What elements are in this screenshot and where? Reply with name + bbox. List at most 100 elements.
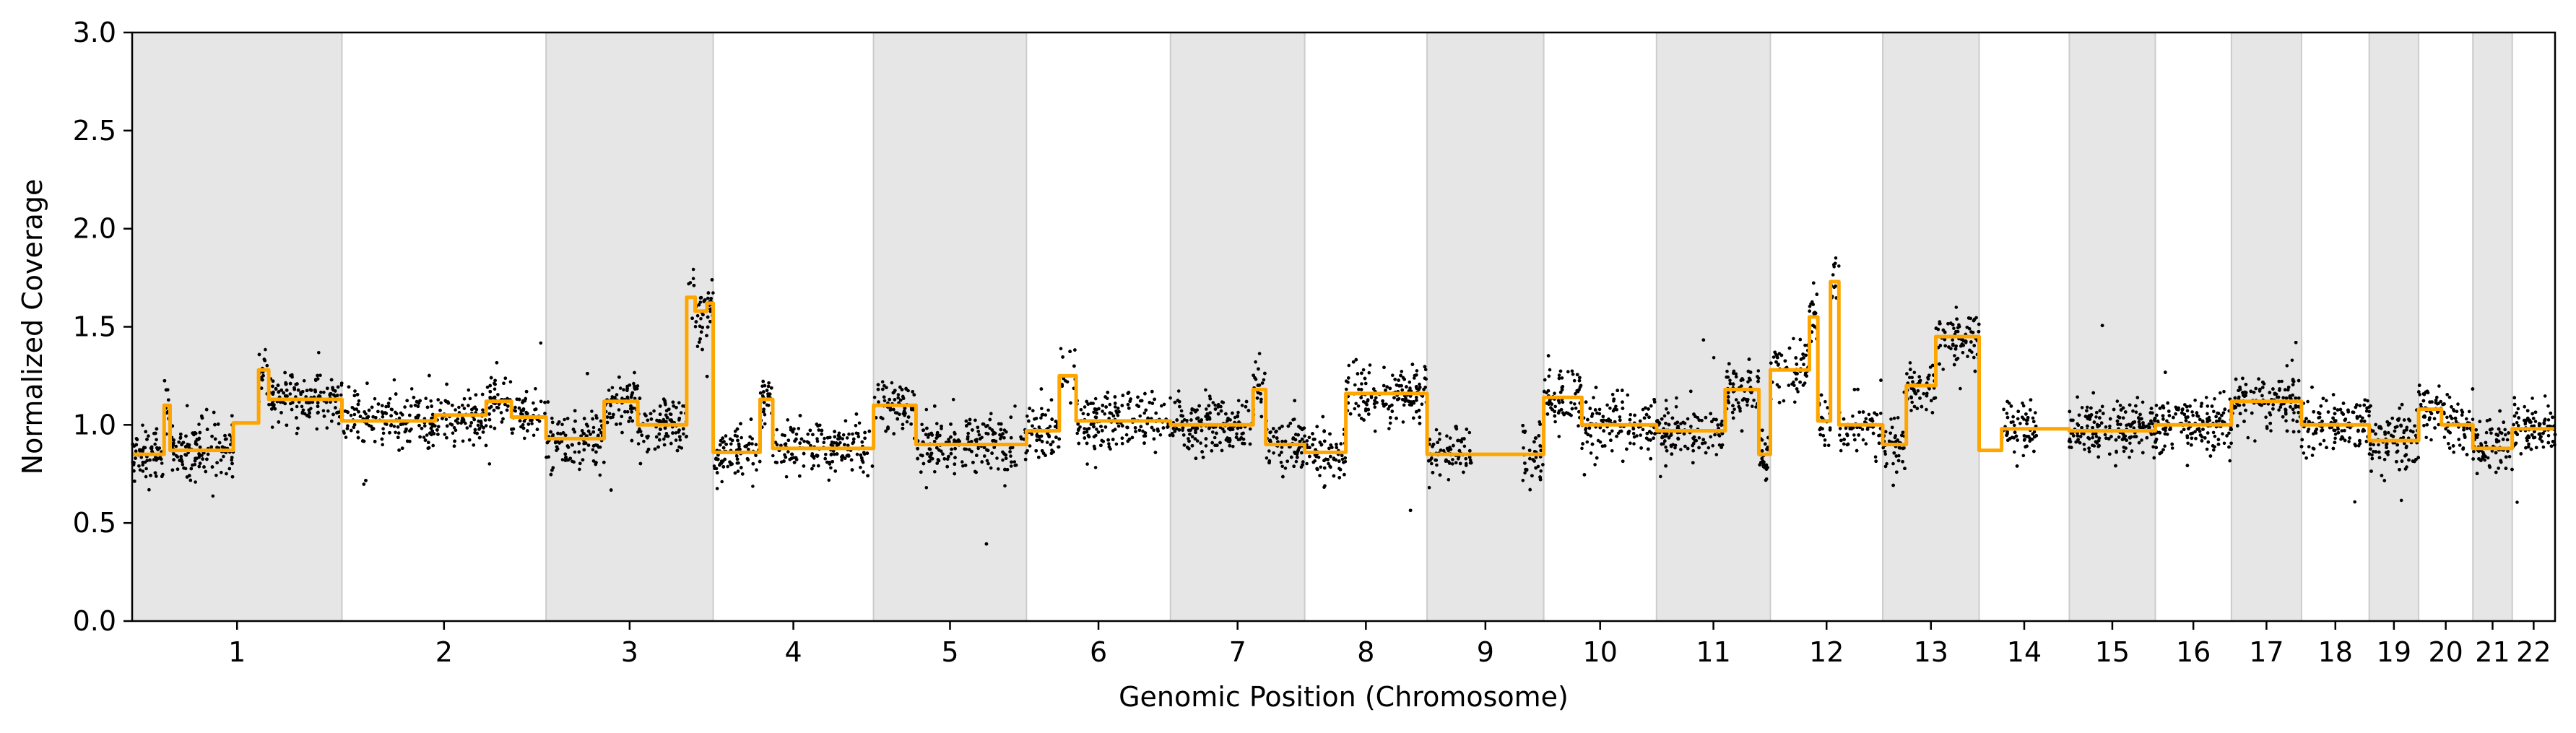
coverage-point (1138, 414, 1142, 418)
coverage-point (195, 456, 199, 460)
coverage-point (1966, 355, 1969, 358)
coverage-point (2542, 422, 2546, 426)
coverage-point (622, 388, 625, 391)
coverage-point (1079, 408, 1083, 412)
coverage-point (1328, 464, 1332, 468)
coverage-point (926, 435, 930, 439)
coverage-point (815, 437, 819, 441)
coverage-point (1732, 407, 1736, 412)
coverage-point (698, 324, 702, 329)
coverage-point (141, 423, 144, 428)
coverage-point (2447, 395, 2452, 399)
coverage-point (1802, 363, 1805, 367)
coverage-point (1361, 368, 1366, 372)
coverage-point (2227, 431, 2231, 435)
coverage-point (1462, 444, 1467, 448)
coverage-point (740, 435, 743, 440)
coverage-point (1408, 380, 1412, 384)
coverage-point (2516, 407, 2520, 411)
coverage-point (2193, 398, 2197, 402)
coverage-point (599, 419, 603, 423)
coverage-point (896, 396, 900, 400)
coverage-point (1189, 428, 1192, 432)
coverage-point (924, 486, 929, 490)
coverage-point (2031, 416, 2035, 420)
coverage-point (1272, 451, 1275, 455)
coverage-point (174, 444, 178, 448)
coverage-point (2018, 422, 2022, 425)
coverage-point (1265, 456, 1269, 460)
coverage-point (862, 470, 865, 474)
coverage-point (1204, 444, 1208, 448)
coverage-point (2432, 417, 2437, 420)
coverage-point (325, 426, 329, 430)
coverage-point (220, 470, 223, 474)
coverage-point (1259, 400, 1263, 404)
coverage-point (428, 422, 432, 426)
coverage-point (1257, 352, 1262, 355)
coverage-point (147, 434, 150, 438)
coverage-point (197, 422, 201, 426)
coverage-point (1085, 428, 1089, 431)
coverage-point (1248, 427, 1252, 431)
coverage-point (1367, 370, 1371, 375)
coverage-point (1557, 435, 1561, 438)
coverage-point (1910, 376, 1914, 380)
coverage-point (346, 424, 350, 428)
coverage-point (1040, 407, 1044, 411)
coverage-point (1065, 380, 1070, 384)
coverage-point (337, 422, 341, 425)
coverage-point (2005, 412, 2009, 415)
coverage-point (2158, 431, 2162, 435)
coverage-point (2082, 443, 2086, 446)
coverage-point (693, 325, 698, 329)
coverage-point (1897, 454, 1901, 458)
coverage-point (185, 404, 189, 408)
coverage-point (425, 433, 429, 437)
coverage-point (633, 396, 637, 401)
coverage-point (1954, 305, 1959, 309)
coverage-point (1557, 373, 1561, 377)
coverage-point (1626, 393, 1630, 397)
coverage-point (138, 468, 142, 472)
coverage-point (573, 450, 577, 454)
coverage-point (465, 426, 469, 430)
coverage-point (1025, 415, 1029, 418)
coverage-point (1709, 435, 1712, 439)
coverage-point (2211, 430, 2216, 435)
coverage-point (674, 438, 678, 442)
coverage-point (1569, 401, 1573, 404)
coverage-point (1340, 457, 1345, 461)
coverage-point (496, 393, 500, 396)
coverage-point (1152, 428, 1155, 432)
coverage-point (2169, 428, 2172, 431)
coverage-point (301, 408, 305, 412)
coverage-point (444, 417, 448, 421)
coverage-point (815, 439, 820, 443)
coverage-point (2479, 442, 2483, 446)
coverage-point (855, 452, 859, 456)
coverage-point (2242, 403, 2246, 407)
coverage-point (1357, 413, 1361, 417)
coverage-point (1577, 424, 1580, 428)
coverage-point (2115, 450, 2118, 454)
coverage-point (1254, 360, 1257, 364)
coverage-point (1373, 405, 1377, 409)
coverage-point (1523, 471, 1527, 474)
coverage-point (2022, 438, 2026, 442)
coverage-point (833, 452, 836, 456)
chromosome-band-15 (2068, 32, 2156, 622)
coverage-point (1195, 439, 1200, 443)
coverage-point (423, 424, 427, 428)
coverage-point (1101, 409, 1104, 413)
coverage-point (1038, 438, 1041, 442)
coverage-point (695, 313, 700, 318)
coverage-point (1883, 452, 1887, 456)
coverage-point (2212, 448, 2216, 452)
coverage-point (2527, 442, 2531, 446)
chromosome-band-11 (1655, 32, 1771, 622)
coverage-point (2530, 424, 2533, 428)
coverage-point (823, 436, 826, 441)
coverage-point (2546, 418, 2551, 422)
coverage-point (2332, 428, 2336, 433)
